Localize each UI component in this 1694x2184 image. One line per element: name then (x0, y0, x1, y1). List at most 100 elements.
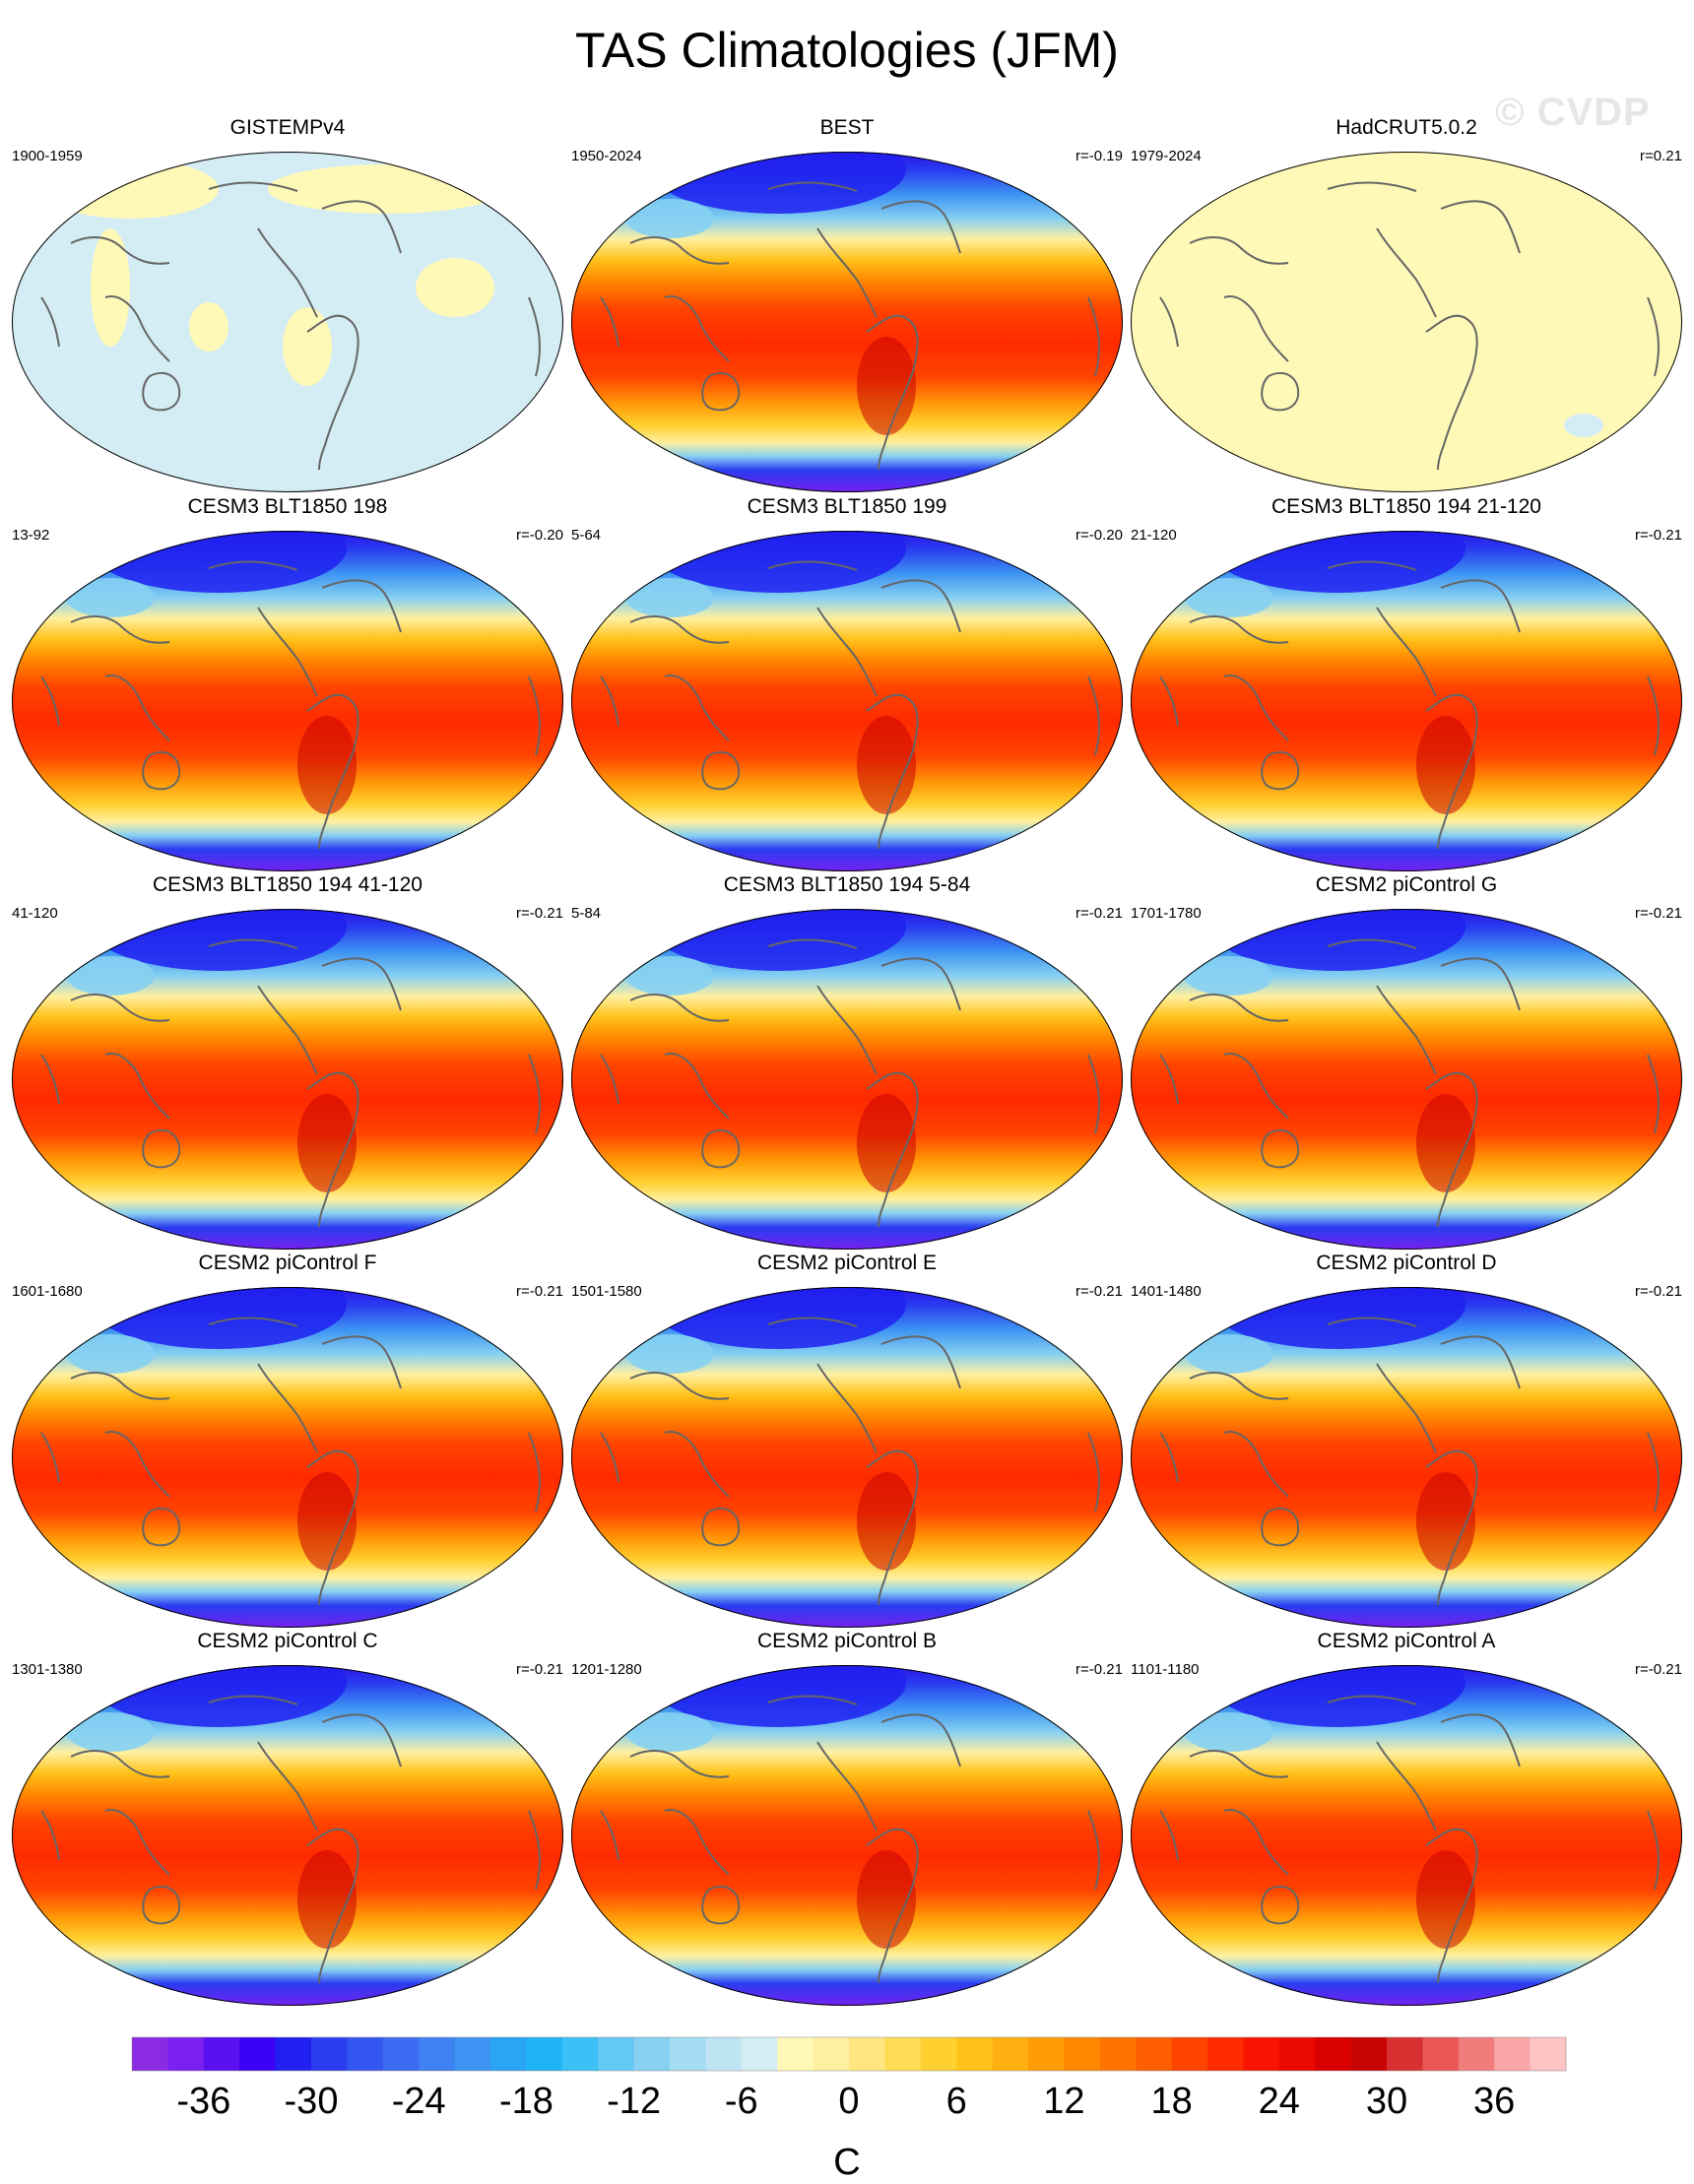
coastline (767, 1317, 858, 1327)
panel-years: 5-84 (571, 905, 602, 922)
colorbar-bin (1350, 2037, 1388, 2071)
coastline (701, 1507, 741, 1547)
coastline (1647, 1810, 1660, 1891)
coastline (816, 607, 878, 697)
map-outline (571, 152, 1123, 492)
colorbar-bin (1136, 2037, 1173, 2071)
coastline (1189, 615, 1289, 644)
coastline (1261, 1885, 1300, 1925)
coastline (104, 1431, 170, 1498)
panel-title: CESM2 piControl B (756, 1630, 938, 1652)
world-map (1131, 909, 1682, 1250)
map-panel: CESM2 piControl D 1401-1480 r=-0.21 (1131, 1252, 1682, 1631)
world-map (571, 152, 1123, 492)
panel-years: 5-64 (571, 527, 602, 544)
coastline (1261, 1128, 1300, 1169)
colorbar-bin (1530, 2037, 1567, 2071)
cool-region (66, 578, 155, 617)
map-panel: CESM3 BLT1850 194 41-120 41-120 r=-0.21 (12, 873, 563, 1253)
map-outline (1131, 531, 1682, 871)
coastline (1189, 994, 1289, 1022)
map-panel: CESM2 piControl A 1101-1180 r=-0.21 (1131, 1630, 1682, 2009)
coastline (1087, 1810, 1100, 1891)
panel-pattern-correlation: r=-0.21 (1635, 527, 1682, 544)
colorbar-bin (203, 2037, 240, 2071)
map-outline (1131, 1665, 1682, 2006)
coastline (1425, 1449, 1478, 1606)
coastline (40, 1810, 60, 1861)
panel-title: CESM2 piControl E (756, 1252, 938, 1274)
warm-anomaly-region (416, 258, 494, 317)
colorbar-bin (419, 2037, 456, 2071)
coastline (629, 615, 730, 644)
map-panel: HadCRUT5.0.2 1979-2024 r=0.21 (1131, 116, 1682, 495)
map-outline (12, 909, 563, 1250)
coastline (142, 750, 181, 791)
panel-title: BEST (819, 116, 875, 139)
map-outline (12, 531, 563, 871)
warm-region (857, 337, 916, 435)
warm-region (1416, 716, 1475, 814)
coastline (767, 1695, 858, 1705)
panel-years: 1701-1780 (1131, 905, 1202, 922)
coastline (40, 1432, 60, 1483)
coastline (1223, 295, 1289, 362)
panel-title: CESM3 BLT1850 194 21-120 (1271, 495, 1541, 518)
coastline (1327, 1317, 1417, 1327)
cool-region (66, 1712, 155, 1752)
coastline (257, 227, 318, 318)
coastline (257, 1363, 318, 1453)
coastline (208, 560, 298, 571)
panel-pattern-correlation: r=-0.21 (1075, 905, 1123, 922)
colorbar-tick-label: 0 (838, 2081, 859, 2122)
panel-years: 13-92 (12, 527, 50, 544)
colorbar-bin (741, 2037, 778, 2071)
colorbar-bin (1243, 2037, 1280, 2071)
colorbar-bin (849, 2037, 885, 2071)
coastline (1647, 296, 1660, 377)
map-outline (12, 1287, 563, 1628)
coastline (1087, 296, 1100, 377)
coastline (1261, 1507, 1300, 1547)
coastline (600, 1810, 619, 1861)
warm-region (297, 1472, 357, 1571)
map-outline (571, 1665, 1123, 2006)
coastline (701, 1128, 741, 1169)
cool-region (66, 1334, 155, 1374)
coastline (629, 1372, 730, 1400)
map-panel: BEST 1950-2024 r=-0.19 (571, 116, 1123, 495)
panel-pattern-correlation: r=-0.21 (516, 1283, 563, 1300)
coastline (880, 957, 961, 1011)
panel-years: 21-120 (1131, 527, 1177, 544)
coastline (528, 296, 541, 377)
panel-pattern-correlation: r=-0.21 (1075, 1661, 1123, 1678)
cold-region (650, 1665, 906, 1727)
coastline (1159, 1054, 1179, 1105)
colorbar-bin (1315, 2037, 1352, 2071)
cold-region (1209, 909, 1466, 971)
colorbar-bin (561, 2037, 599, 2071)
coastline (1376, 227, 1437, 318)
coastline (866, 693, 919, 850)
coastline (306, 1449, 359, 1606)
coastline (208, 1695, 298, 1705)
panel-years: 41-120 (12, 905, 58, 922)
cold-region (650, 531, 906, 593)
warm-region (857, 1472, 916, 1571)
colorbar-tick-label: 36 (1473, 2081, 1515, 2122)
panel-pattern-correlation: r=-0.20 (516, 527, 563, 544)
coastline (70, 1750, 170, 1778)
colorbar-bin (490, 2037, 527, 2071)
coastline (816, 1363, 878, 1453)
coastline (1440, 200, 1521, 254)
map-panel: CESM2 piControl G 1701-1780 r=-0.21 (1131, 873, 1682, 1253)
cool-region (625, 1712, 714, 1752)
colorbar-bin (1099, 2037, 1137, 2071)
colorbar-bin (813, 2037, 850, 2071)
coastline (880, 1713, 961, 1767)
colorbar-tick-label: -18 (499, 2081, 554, 2122)
coastline (1647, 1432, 1660, 1512)
coastline (816, 985, 878, 1075)
colorbar-bin (275, 2037, 312, 2071)
coastline (104, 295, 170, 362)
